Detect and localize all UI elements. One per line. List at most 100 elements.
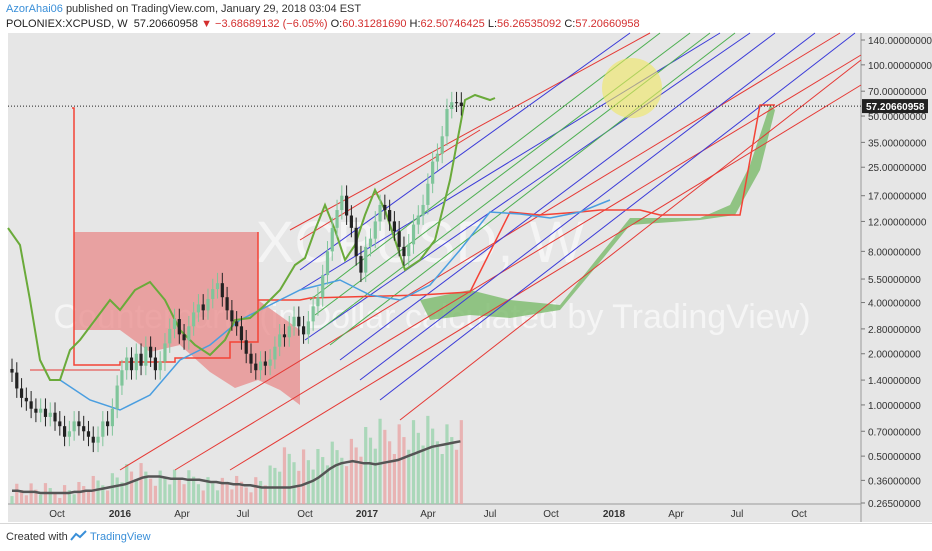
- candle-body: [392, 221, 396, 232]
- candle-body: [402, 246, 406, 257]
- price-tick-label: 0.26500000: [868, 499, 921, 510]
- time-axis-background: [8, 504, 861, 522]
- candle-body: [325, 251, 330, 276]
- candle-body: [287, 326, 291, 338]
- volume-bar: [62, 485, 67, 504]
- candle-body: [29, 401, 33, 409]
- price-tick-label: 4.00000000: [868, 299, 921, 310]
- published-text: published on TradingView.com, January 29…: [65, 3, 362, 15]
- candle-body: [58, 421, 62, 427]
- open-value: 60.31281690: [342, 18, 407, 30]
- high-value: 62.50746425: [420, 18, 485, 30]
- price-tick-label: 0.50000000: [868, 452, 921, 463]
- volume-bar: [34, 489, 38, 504]
- candle-body: [244, 340, 248, 354]
- volume-bar: [249, 492, 253, 504]
- candle-body: [77, 421, 81, 427]
- candle-body: [144, 346, 148, 366]
- candle-body: [101, 421, 105, 437]
- volume-bar: [287, 453, 291, 504]
- close-label: C:: [564, 18, 576, 30]
- candle-body: [431, 161, 435, 184]
- volume-bar: [158, 470, 162, 504]
- volume-bar: [254, 477, 258, 504]
- candles: [10, 91, 463, 453]
- price-tick-label: 50.00000000: [868, 112, 927, 123]
- volume-bar: [10, 496, 14, 504]
- volume-bar: [402, 437, 406, 504]
- volume-bar: [215, 490, 220, 504]
- chikou-line: [7, 93, 496, 381]
- pitchfork-line: [174, 54, 862, 471]
- candle-body: [48, 412, 52, 417]
- time-tick-label: Jul: [484, 509, 497, 520]
- volume-bar: [230, 489, 234, 504]
- candle-body: [177, 319, 181, 335]
- candle-body: [278, 334, 282, 347]
- volume-bar: [144, 471, 148, 504]
- volume-bar: [354, 447, 358, 504]
- candle-body: [182, 334, 186, 341]
- time-tick-label: 2018: [603, 509, 626, 520]
- volume-bar: [110, 473, 114, 504]
- volume-bar: [172, 469, 177, 504]
- author-link[interactable]: AzorAhai06: [6, 3, 63, 15]
- pitchfork-line: [304, 32, 751, 341]
- time-tick-label: Apr: [174, 509, 190, 520]
- volume-bar: [421, 445, 425, 504]
- low-label: L:: [487, 18, 498, 30]
- candle-body: [53, 412, 57, 422]
- volume-bar: [19, 490, 24, 504]
- tradingview-link[interactable]: TradingView: [90, 531, 151, 543]
- volume-bar: [454, 449, 459, 504]
- time-tick-label: Oct: [297, 509, 313, 520]
- volume-bar: [115, 477, 119, 504]
- candle-body: [163, 343, 167, 362]
- volume-bar: [201, 490, 205, 504]
- time-tick-label: Jul: [237, 509, 250, 520]
- candle-body: [158, 361, 162, 371]
- candle-body: [450, 102, 454, 109]
- volume-bar: [53, 493, 57, 504]
- candle-body: [311, 306, 315, 322]
- pitchfork-line: [339, 32, 776, 361]
- candle-body: [454, 102, 459, 104]
- candle-body: [196, 304, 201, 313]
- price-tick-label: 5.50000000: [868, 275, 921, 286]
- watermark-symbol: XCPUSD, W: [256, 210, 585, 275]
- price-axis: 140.00000000 100.00000000 70.00000000 50.00…: [861, 36, 932, 510]
- volume-bar: [206, 477, 210, 504]
- volume-bar: [101, 485, 105, 504]
- time-tick-label: Oct: [543, 509, 559, 520]
- volume-bar: [72, 494, 76, 504]
- candle-body: [106, 421, 110, 427]
- volume-bar: [58, 497, 62, 504]
- price-tick-label: 70.00000000: [868, 87, 927, 98]
- volume-bar: [211, 483, 215, 504]
- candle-body: [239, 326, 244, 341]
- volume-bar: [282, 447, 287, 504]
- ichimoku-lines: [7, 93, 775, 411]
- candle-body: [72, 421, 76, 432]
- volume-bar: [235, 475, 239, 504]
- price-change: −3.68689132 (−6.05%): [215, 18, 328, 30]
- tradingview-logo-icon: [70, 530, 87, 541]
- candle-body: [330, 227, 334, 252]
- pitchfork-line: [229, 84, 862, 471]
- candle-body: [340, 195, 344, 211]
- candle-body: [316, 297, 320, 307]
- footer: Created with TradingView: [0, 523, 932, 551]
- volume-bar: [220, 477, 224, 504]
- candle-body: [15, 372, 19, 389]
- candle-body: [273, 346, 277, 360]
- candle-body: [407, 244, 411, 257]
- candle-body: [129, 357, 134, 371]
- candle-body: [192, 312, 196, 327]
- highlight-circle: [602, 58, 662, 118]
- candle-body: [368, 238, 373, 247]
- volume-bar: [459, 420, 463, 504]
- volume-bar: [321, 457, 325, 504]
- candle-body: [445, 108, 449, 137]
- volume-bar: [340, 457, 344, 504]
